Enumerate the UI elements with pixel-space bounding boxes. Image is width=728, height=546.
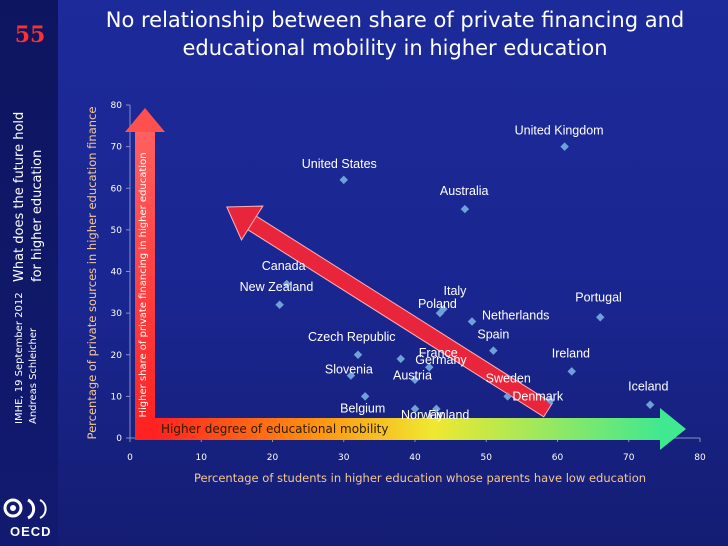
oecd-logo-text: OECD (10, 524, 52, 539)
point-label: Sweden (486, 371, 531, 385)
horizontal-arrow-head (660, 408, 686, 450)
data-point (467, 317, 477, 326)
x-tick-label: 40 (409, 453, 421, 463)
data-point (282, 279, 291, 289)
y-tick-label: 40 (111, 268, 123, 278)
data-point (596, 313, 605, 322)
annotation-arrows (125, 108, 686, 450)
x-tick-label: 0 (127, 453, 133, 463)
data-point (396, 354, 405, 364)
data-point (567, 367, 576, 376)
slide-number: 55 (14, 22, 46, 48)
vertical-arrow-shaft (135, 132, 155, 440)
point-label: Finland (428, 408, 469, 422)
point-label: Ireland (552, 346, 590, 360)
data-point (435, 308, 445, 318)
x-tick-label: 30 (338, 453, 350, 463)
diagonal-arrow-head (226, 205, 264, 241)
point-label: Slovenia (325, 363, 373, 377)
y-tick-label: 10 (111, 392, 123, 402)
x-tick-label: 50 (481, 453, 493, 463)
x-axis-label: Percentage of students in higher educati… (194, 471, 646, 485)
y-tick-label: 30 (111, 309, 123, 319)
x-tick-label: 60 (552, 453, 564, 463)
x-tick-label: 20 (267, 453, 279, 463)
point-label: France (419, 346, 458, 360)
y-tick-label: 70 (111, 143, 123, 153)
data-point (410, 375, 420, 384)
oecd-logo-icon (3, 498, 47, 520)
data-point (460, 204, 470, 214)
data-point (645, 400, 655, 409)
vertical-arrow-head (125, 108, 165, 132)
point-label: Germany (415, 353, 467, 367)
point-label: Austria (393, 369, 432, 383)
point-label: Australia (440, 184, 489, 198)
point-label: Portugal (575, 290, 622, 304)
x-tick-label: 10 (196, 453, 208, 463)
x-tick-label: 70 (623, 453, 635, 463)
data-point (546, 396, 555, 405)
y-tick-label: 0 (116, 434, 122, 444)
y-tick-label: 80 (111, 101, 123, 111)
data-point (432, 404, 441, 414)
point-label: Iceland (628, 380, 668, 394)
point-label: New Zealand (240, 280, 314, 294)
point-label: Netherlands (482, 308, 549, 322)
point-label: Denmark (512, 390, 563, 404)
point-label: Canada (262, 259, 306, 273)
chart-title: No relationship between share of private… (105, 8, 685, 60)
diagonal-arrow (226, 205, 553, 418)
point-label: United States (302, 157, 377, 171)
data-point (346, 371, 356, 380)
point-label: Spain (477, 328, 509, 342)
point-label: Norway (401, 408, 444, 422)
data-point (360, 392, 370, 401)
y-tick-label: 20 (111, 351, 123, 361)
data-point (275, 300, 284, 310)
data-point (425, 362, 434, 372)
y-tick-label: 50 (111, 226, 123, 236)
data-point (560, 142, 569, 151)
horizontal-arrow-shaft (152, 418, 662, 440)
point-label: United Kingdom (515, 124, 604, 138)
data-point (489, 346, 498, 355)
data-point (503, 392, 512, 401)
point-label: Czech Republic (308, 330, 396, 344)
vertical-arrow-label: Higher share of private financing in hig… (138, 152, 149, 417)
y-axis-label: Percentage of private sources in higher … (85, 107, 99, 440)
point-label: Belgium (340, 401, 385, 415)
y-tick-label: 60 (111, 184, 123, 194)
data-point (410, 404, 420, 414)
x-tick-label: 80 (694, 453, 706, 463)
point-label: Poland (418, 297, 457, 311)
data-point (339, 175, 348, 185)
point-label: Italy (444, 284, 468, 298)
horizontal-arrow-label: Higher degree of educational mobility (161, 422, 388, 436)
data-point (353, 350, 363, 359)
sidebar (0, 0, 58, 546)
data-points: United Kingdom United States Australia Cana… (240, 124, 669, 422)
